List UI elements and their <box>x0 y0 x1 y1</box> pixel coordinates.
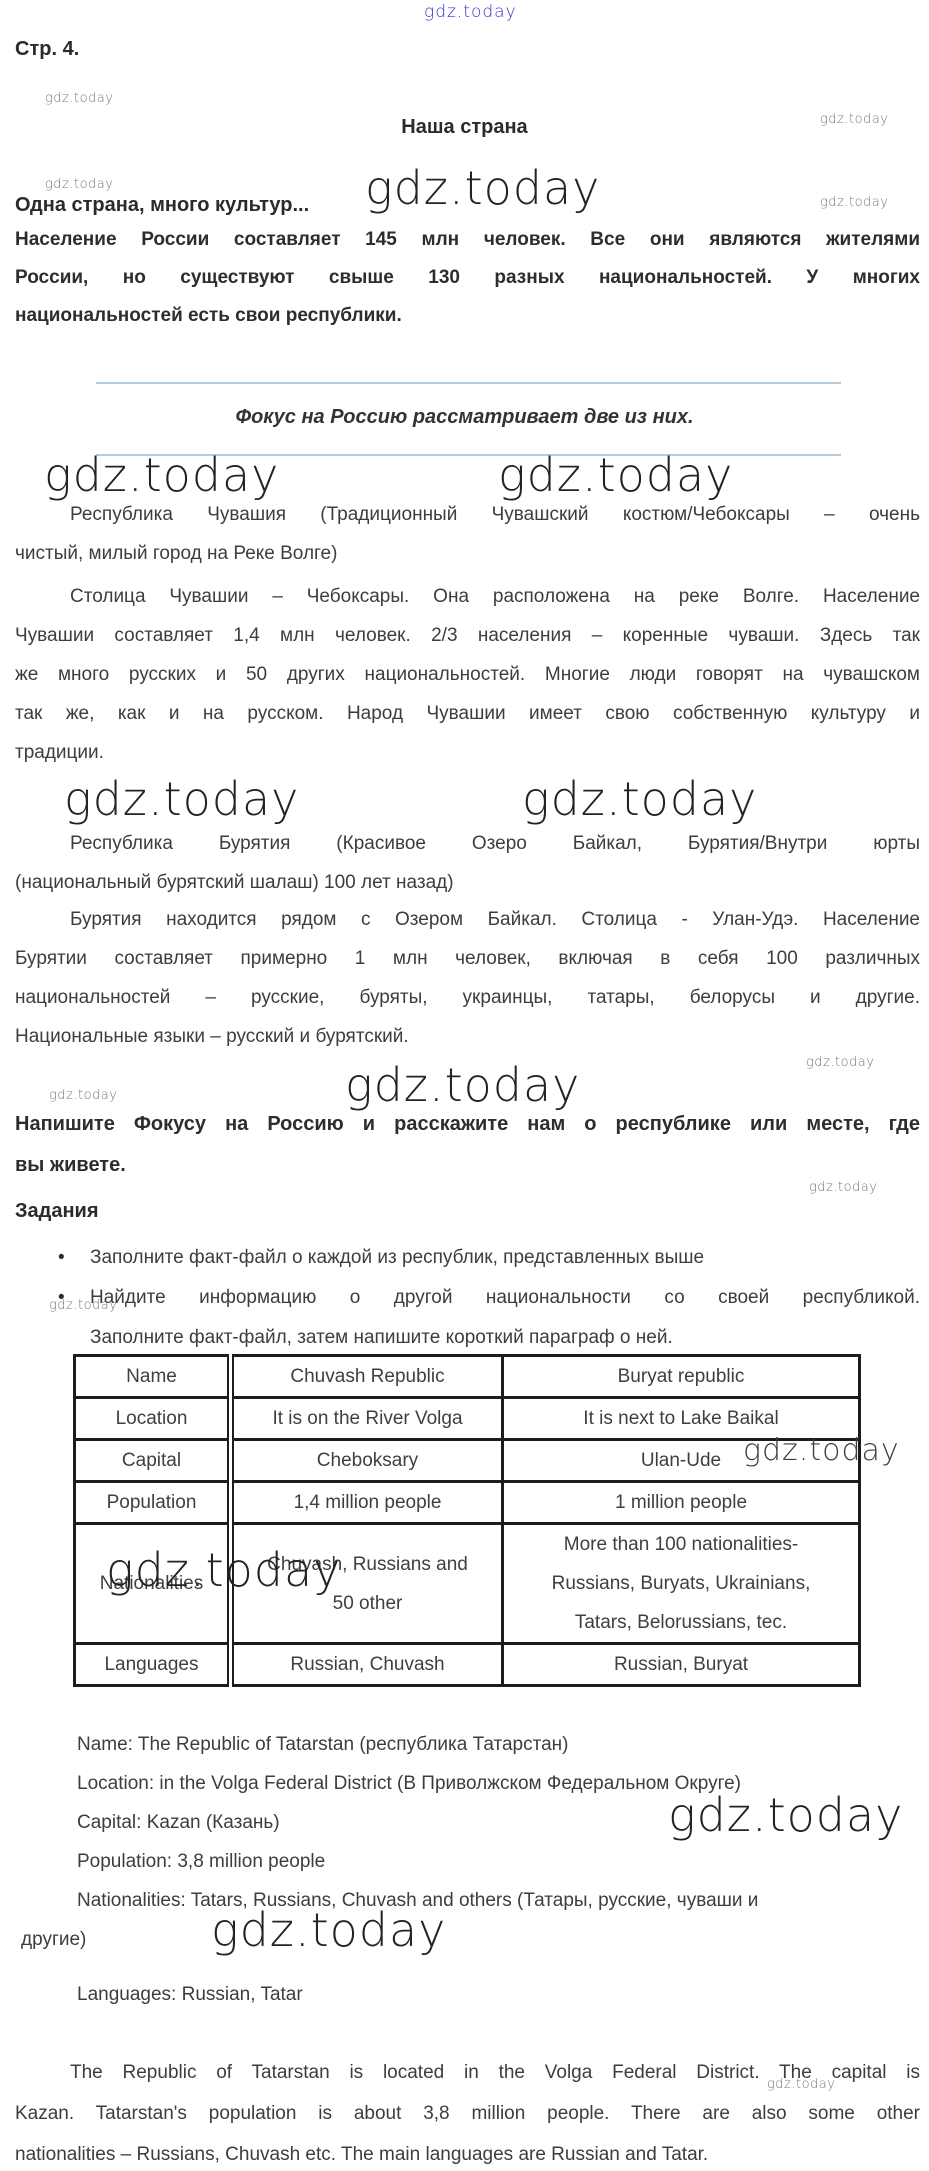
tatarstan-fact-item: Name: The Republic of Tatarstan (республ… <box>77 1734 569 1755</box>
table-cell: Nationalities <box>73 1522 232 1645</box>
table-cell: It is next to Lake Baikal <box>501 1396 861 1441</box>
write-prompt: Напишите Фокусу на Россию и расскажите н… <box>15 1113 920 1176</box>
table-cell: More than 100 nationalities- Russians, Bu… <box>501 1522 861 1645</box>
divider-line-bottom <box>96 454 841 456</box>
summary-paragraph: The Republic of Tatarstan is located in … <box>15 2062 920 2165</box>
table-cell: Capital <box>73 1438 232 1483</box>
watermark: gdz.today <box>64 772 300 826</box>
buryatia-paragraph-1: Республика Бурятия (Красивое Озеро Байка… <box>15 833 920 893</box>
watermark: gdz.today <box>806 1055 875 1070</box>
watermark: gdz.today <box>45 91 114 106</box>
table-cell: Population <box>73 1480 232 1525</box>
watermark: gdz.today <box>498 448 734 502</box>
tatarstan-fact-item: Capital: Kazan (Казань) <box>77 1812 280 1833</box>
watermark: gdz.today <box>44 448 280 502</box>
page-number-label: Стр. 4. <box>15 38 80 60</box>
table-cell: Location <box>73 1396 232 1441</box>
chuvashia-paragraph-2: Столица Чувашии – Чебоксары. Она располо… <box>15 586 920 763</box>
divider-line-top <box>96 382 841 384</box>
table-cell: Chuvash, Russians and 50 other <box>227 1522 504 1645</box>
tasks-heading: Задания <box>15 1200 99 1222</box>
table-cell: Buryat republic <box>501 1354 861 1399</box>
page-title: Наша страна <box>401 116 528 138</box>
fact-file-table: Name Chuvash Republic Buryat republic Lo… <box>73 1354 861 1687</box>
table-cell: Name <box>73 1354 232 1399</box>
tatarstan-fact-item: Location: in the Volga Federal District … <box>77 1773 741 1794</box>
watermark: gdz.today <box>522 772 758 826</box>
tatarstan-fact-item: Population: 3,8 million people <box>77 1851 326 1872</box>
tatarstan-fact-item: Languages: Russian, Tatar <box>77 1984 303 2005</box>
table-cell: Languages <box>73 1642 232 1687</box>
buryatia-paragraph-2: Бурятия находится рядом с Озером Байкал.… <box>15 909 920 1047</box>
bullet-icon: • <box>58 1287 65 1308</box>
bullet-icon: • <box>58 1247 65 1268</box>
intro-paragraph: Население России составляет 145 млн чело… <box>15 229 920 326</box>
tatarstan-fact-item: Nationalities: Tatars, Russians, Chuvash… <box>21 1890 759 1950</box>
table-cell: Russian, Buryat <box>501 1642 861 1687</box>
watermark: gdz.today <box>345 1058 581 1112</box>
table-cell: Cheboksary <box>227 1438 504 1483</box>
table-cell: Ulan-Ude <box>501 1438 861 1483</box>
site-logo-watermark: gdz.today <box>424 2 517 22</box>
task-bullet-2: • Найдите информацию о другой национальн… <box>15 1278 920 1358</box>
watermark: gdz.today <box>45 177 114 192</box>
chuvashia-paragraph-1: Республика Чувашия (Традиционный Чувашск… <box>15 504 920 564</box>
task-bullet-1: • Заполните факт-файл о каждой из респуб… <box>15 1238 920 1278</box>
table-cell: Chuvash Republic <box>227 1354 504 1399</box>
tatarstan-fact-list: Name: The Republic of Tatarstan (республ… <box>21 1725 920 2014</box>
table-cell: 1 million people <box>501 1480 861 1525</box>
section-subtitle: Одна страна, много культур... <box>15 194 310 216</box>
focus-note: Фокус на Россию рассматривает две из них… <box>235 406 694 428</box>
watermark: gdz.today <box>365 161 601 215</box>
watermark: gdz.today <box>820 195 889 210</box>
table-cell: Russian, Chuvash <box>227 1642 504 1687</box>
task-bullet-2-text: Найдите информацию о другой национальнос… <box>90 1287 920 1348</box>
table-cell: 1,4 million people <box>227 1480 504 1525</box>
table-cell: It is on the River Volga <box>227 1396 504 1441</box>
watermark: gdz.today <box>49 1088 118 1103</box>
task-bullet-1-text: Заполните факт-файл о каждой из республи… <box>90 1247 705 1268</box>
